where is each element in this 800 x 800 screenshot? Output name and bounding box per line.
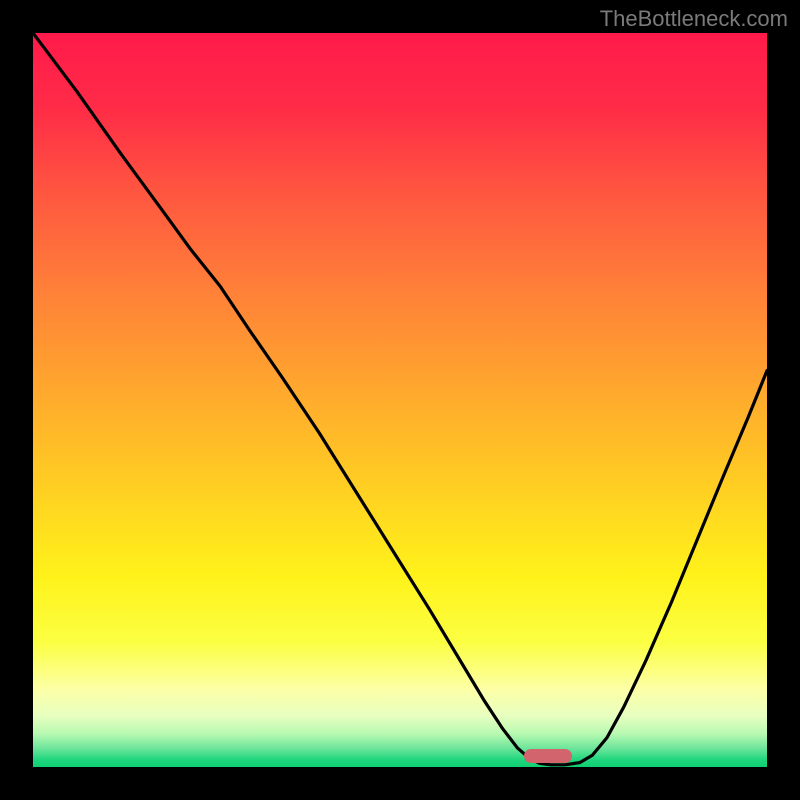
watermark-label: TheBottleneck.com — [600, 6, 788, 32]
plot-area — [33, 33, 767, 767]
chart-root: { "canvas": { "width": 800, "height": 80… — [0, 0, 800, 800]
plot-svg — [33, 33, 767, 767]
bottleneck-marker — [524, 749, 572, 764]
